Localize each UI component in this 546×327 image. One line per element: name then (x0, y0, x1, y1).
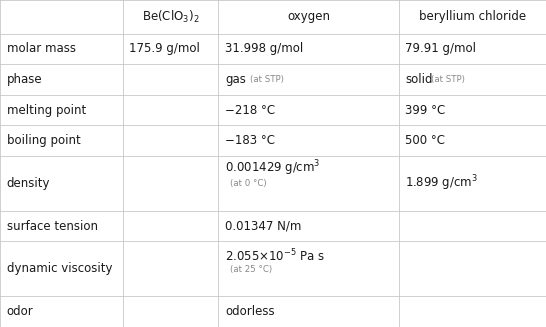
Text: oxygen: oxygen (287, 10, 330, 23)
Text: −218 °C: −218 °C (225, 104, 275, 116)
Text: 1.899 g/cm$^3$: 1.899 g/cm$^3$ (405, 174, 478, 193)
Text: 500 °C: 500 °C (405, 134, 445, 147)
Text: 2.055$\times$10$^{-5}$ Pa s: 2.055$\times$10$^{-5}$ Pa s (225, 248, 325, 264)
Text: gas: gas (225, 73, 246, 86)
Text: 399 °C: 399 °C (405, 104, 446, 116)
Text: (at STP): (at STP) (250, 75, 284, 84)
Text: 175.9 g/mol: 175.9 g/mol (129, 43, 200, 55)
Text: beryllium chloride: beryllium chloride (419, 10, 526, 23)
Text: surface tension: surface tension (7, 220, 98, 232)
Text: boiling point: boiling point (7, 134, 80, 147)
Text: odor: odor (7, 305, 33, 318)
Text: 31.998 g/mol: 31.998 g/mol (225, 43, 303, 55)
Text: solid: solid (405, 73, 432, 86)
Text: density: density (7, 177, 50, 190)
Text: melting point: melting point (7, 104, 86, 116)
Text: 0.01347 N/m: 0.01347 N/m (225, 220, 301, 232)
Text: (at 0 °C): (at 0 °C) (230, 180, 267, 188)
Text: 0.001429 g/cm$^3$: 0.001429 g/cm$^3$ (225, 159, 321, 179)
Text: Be(ClO$_3$)$_2$: Be(ClO$_3$)$_2$ (142, 9, 199, 25)
Text: −183 °C: −183 °C (225, 134, 275, 147)
Text: odorless: odorless (225, 305, 275, 318)
Text: (at 25 °C): (at 25 °C) (230, 265, 272, 274)
Text: phase: phase (7, 73, 42, 86)
Text: 79.91 g/mol: 79.91 g/mol (405, 43, 476, 55)
Text: (at STP): (at STP) (431, 75, 465, 84)
Text: molar mass: molar mass (7, 43, 75, 55)
Text: dynamic viscosity: dynamic viscosity (7, 263, 112, 275)
